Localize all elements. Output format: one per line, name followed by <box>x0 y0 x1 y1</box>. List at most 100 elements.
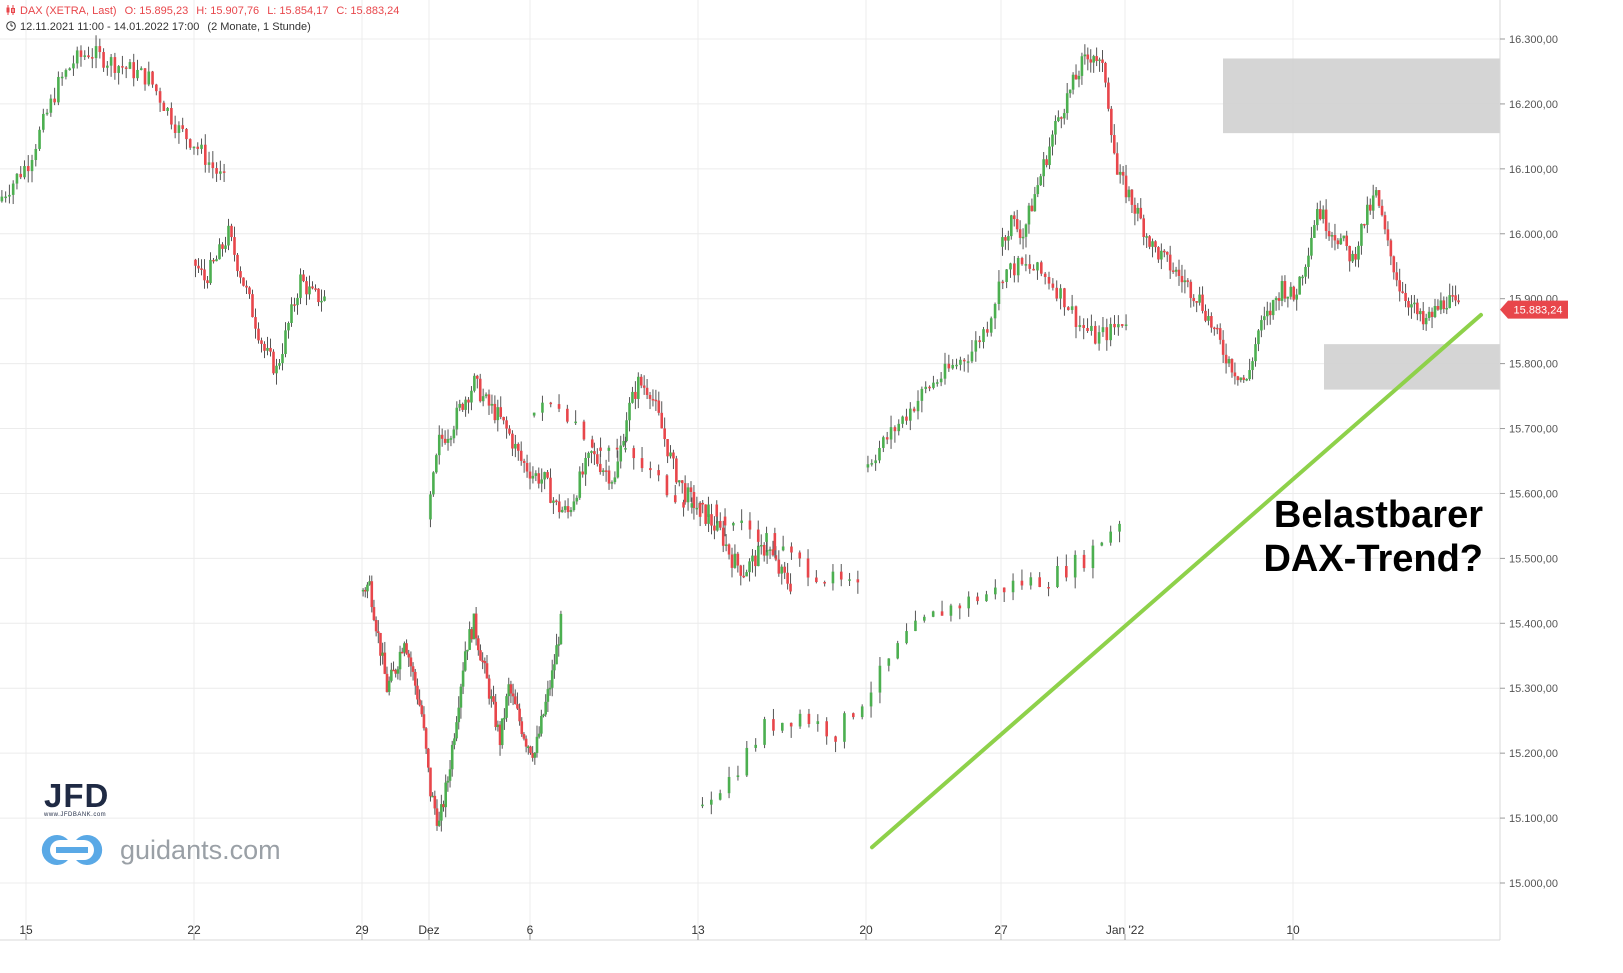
candle-down <box>413 671 417 686</box>
candle-down <box>825 721 828 737</box>
candle-down <box>598 463 602 473</box>
candle-up <box>75 50 79 64</box>
candle-down <box>257 328 260 341</box>
candle-up <box>619 445 623 462</box>
candle-down <box>478 378 482 402</box>
candle-up <box>763 719 766 745</box>
candle-down <box>511 693 515 697</box>
candle-down <box>427 748 430 768</box>
candle-down <box>519 450 523 461</box>
candle-up <box>531 475 535 479</box>
candle-down <box>443 438 447 443</box>
candle-up <box>1071 74 1075 90</box>
candle-up <box>1263 316 1266 321</box>
last-price-tag: 15.883,24 <box>1500 300 1568 319</box>
candle-up <box>1029 577 1033 586</box>
candle-down <box>385 673 389 692</box>
candle-up <box>923 616 926 621</box>
candle-up <box>622 440 625 446</box>
candle-down <box>1354 253 1357 260</box>
candle-up <box>1124 324 1128 326</box>
candle-up <box>1183 280 1187 283</box>
candle-up <box>466 649 469 652</box>
candle-up <box>970 351 974 362</box>
candle-up <box>49 98 53 113</box>
last-price-badge <box>1500 300 1568 319</box>
candle-up <box>435 455 438 473</box>
candle-up <box>60 76 64 79</box>
candle-down <box>215 168 218 174</box>
candle-down <box>1398 280 1401 292</box>
candle-down <box>379 632 382 656</box>
candle-up <box>1033 194 1037 212</box>
candle-down <box>549 402 553 405</box>
candle-up <box>541 402 544 413</box>
candle-down <box>511 433 514 449</box>
candle-down <box>487 678 491 699</box>
candle-up <box>997 281 1001 304</box>
candle-down <box>566 506 570 513</box>
candle-up <box>677 480 681 483</box>
candle-up <box>1065 93 1069 114</box>
candle-up <box>1304 266 1307 277</box>
candle-down <box>834 736 837 742</box>
candle-up <box>308 286 311 295</box>
candle-up <box>613 477 617 483</box>
candle-up <box>1286 296 1290 299</box>
candle-down <box>639 376 643 386</box>
candle-down <box>1392 256 1396 273</box>
candle-up <box>1054 121 1057 135</box>
candle-down <box>479 650 482 661</box>
candle-up <box>748 561 751 573</box>
candle-up <box>266 347 269 351</box>
candle-up <box>1127 189 1131 198</box>
candle-down <box>1121 171 1125 176</box>
candle-down <box>1124 175 1128 198</box>
candle-up <box>874 460 877 464</box>
candle-down <box>1095 56 1098 62</box>
y-axis-tick-label: 16.300,00 <box>1509 34 1558 46</box>
candle-down <box>314 288 317 290</box>
candle-up <box>955 364 958 367</box>
candle-up <box>527 746 530 749</box>
candle-up <box>870 463 874 465</box>
candle-up <box>982 329 985 343</box>
candle-up <box>57 76 60 103</box>
candle-up <box>1009 263 1012 270</box>
candle-up <box>732 522 735 526</box>
candle-up <box>390 669 393 681</box>
candle-up <box>461 670 465 687</box>
candle-down <box>885 437 889 440</box>
candle-up <box>751 555 754 562</box>
candle-up <box>1239 377 1243 381</box>
candle-down <box>1038 577 1041 587</box>
jfd-logo: JFD www.JFDBANK.com <box>44 779 109 818</box>
candle-up <box>450 744 454 770</box>
candle-down <box>493 403 497 421</box>
candle-down <box>400 651 404 654</box>
candle-up <box>550 670 554 688</box>
candle-down <box>435 808 439 826</box>
x-axis-tick-label: Dez <box>418 923 439 937</box>
candle-up <box>637 376 640 399</box>
candle-down <box>394 670 397 674</box>
candle-up <box>1248 370 1251 379</box>
candle-down <box>1336 240 1340 245</box>
candle-down <box>1028 264 1032 269</box>
candle-up <box>1351 253 1354 262</box>
candle-down <box>704 504 707 524</box>
candle-up <box>1051 134 1054 147</box>
y-axis: 15.000,00 15.100,00 15.200,00 15.300,00 15.4… <box>1499 0 1558 940</box>
guidants-logo-icon <box>41 835 103 865</box>
candle-down <box>1012 215 1016 220</box>
candle-up <box>727 776 731 794</box>
candle-up <box>669 452 672 457</box>
candle-down <box>1416 302 1419 315</box>
candle-down <box>905 416 908 421</box>
last-price-label: 15.883,24 <box>1514 305 1563 317</box>
candle-up <box>8 194 11 197</box>
y-axis-tick-label: 15.100,00 <box>1509 813 1558 825</box>
candle-up <box>745 747 749 776</box>
candle-up <box>1274 297 1278 301</box>
